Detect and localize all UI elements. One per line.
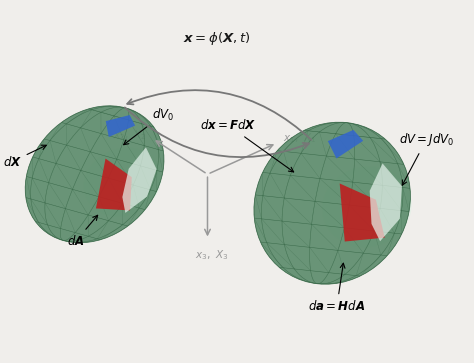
Polygon shape bbox=[96, 159, 132, 211]
Polygon shape bbox=[122, 147, 156, 213]
Ellipse shape bbox=[322, 166, 411, 248]
Text: $x_2,\ X_2$: $x_2,\ X_2$ bbox=[113, 129, 146, 142]
Text: $d\boldsymbol{x} = \boldsymbol{F}d\boldsymbol{X}$: $d\boldsymbol{x} = \boldsymbol{F}d\bolds… bbox=[201, 118, 293, 172]
Text: $d\boldsymbol{a} = \boldsymbol{H}d\boldsymbol{A}$: $d\boldsymbol{a} = \boldsymbol{H}d\bolds… bbox=[308, 263, 365, 313]
Polygon shape bbox=[106, 115, 135, 137]
Ellipse shape bbox=[254, 122, 410, 284]
Text: $d\boldsymbol{X}$: $d\boldsymbol{X}$ bbox=[3, 145, 46, 168]
Ellipse shape bbox=[83, 147, 161, 217]
Polygon shape bbox=[370, 163, 402, 241]
Text: $d\boldsymbol{A}$: $d\boldsymbol{A}$ bbox=[67, 215, 98, 248]
Text: $x_3,\ X_3$: $x_3,\ X_3$ bbox=[195, 248, 228, 262]
Text: $dV_0$: $dV_0$ bbox=[124, 107, 174, 145]
Text: $\boldsymbol{x} = \phi(\boldsymbol{X},t)$: $\boldsymbol{x} = \phi(\boldsymbol{X},t)… bbox=[183, 30, 251, 47]
Text: $dV = JdV_0$: $dV = JdV_0$ bbox=[399, 131, 454, 185]
Polygon shape bbox=[328, 130, 363, 159]
Polygon shape bbox=[340, 183, 385, 241]
Ellipse shape bbox=[25, 106, 164, 243]
Text: $x_1,\ X_1$: $x_1,\ X_1$ bbox=[283, 131, 317, 145]
